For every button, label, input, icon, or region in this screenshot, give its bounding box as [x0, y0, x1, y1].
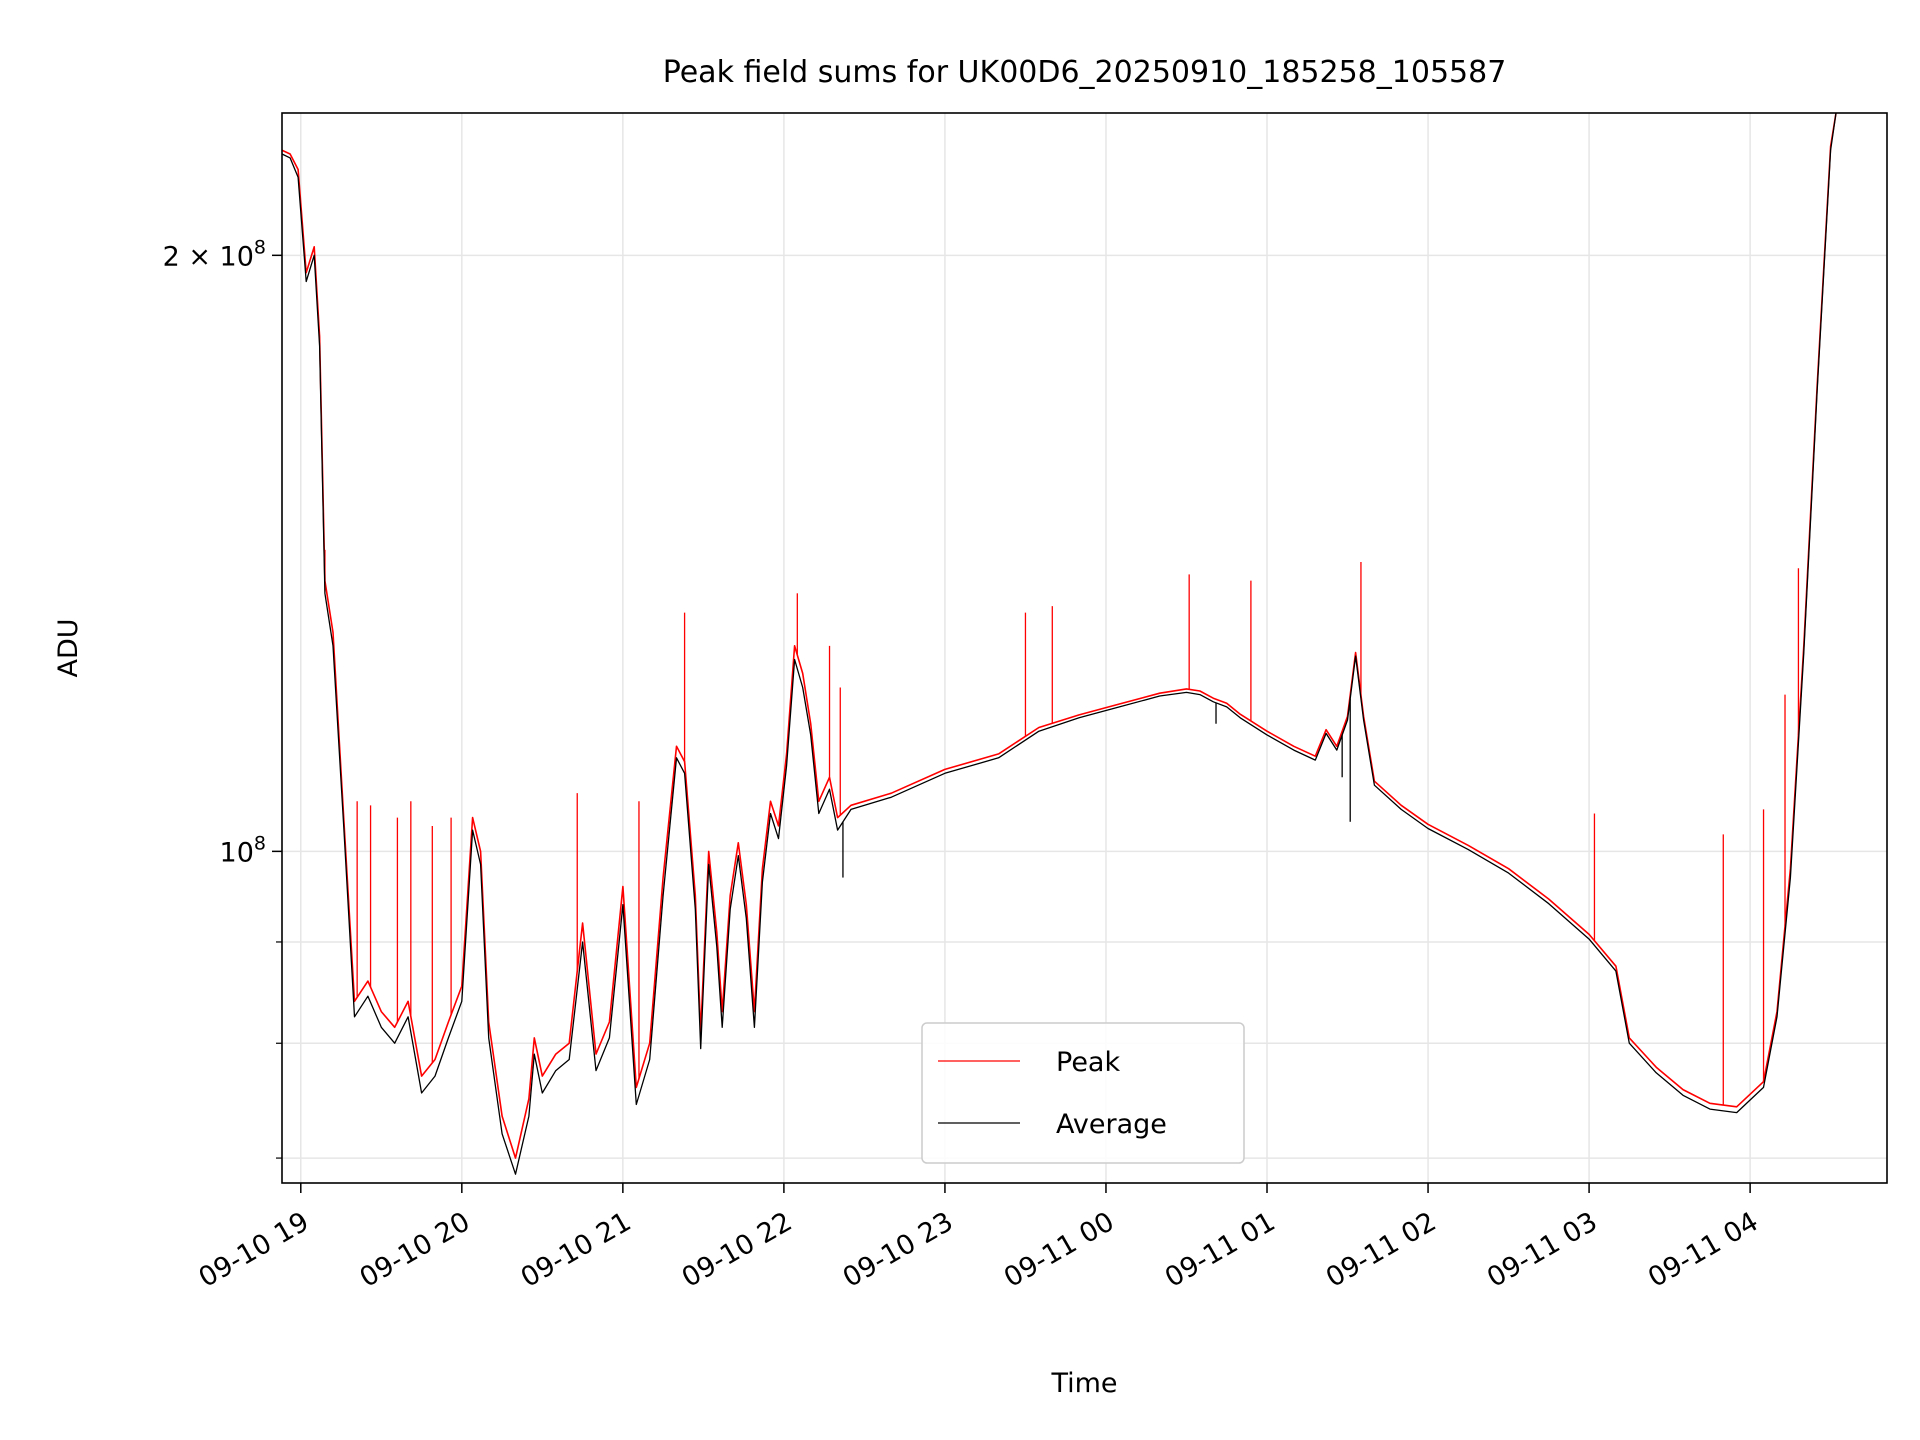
series-line-average	[282, 113, 1837, 1175]
y-tick-label: 2 × 108	[163, 236, 266, 272]
chart-title: Peak field sums for UK00D6_20250910_1852…	[663, 55, 1507, 90]
axes-frame	[281, 112, 1888, 1184]
y-axis-label: ADU	[53, 618, 84, 677]
x-axis-label: Time	[1050, 1368, 1117, 1399]
series-layer	[282, 113, 1837, 1175]
series-line-peak	[282, 113, 1837, 1159]
y-tick-label: 108	[220, 832, 266, 868]
y-axis: 108 2 × 108	[163, 236, 282, 1159]
plot-area	[282, 113, 1837, 1175]
legend: Peak Average	[921, 1022, 1245, 1164]
legend-box	[921, 1022, 1245, 1164]
legend-label-peak: Peak	[1056, 1047, 1120, 1078]
legend-label-average: Average	[1056, 1109, 1167, 1140]
